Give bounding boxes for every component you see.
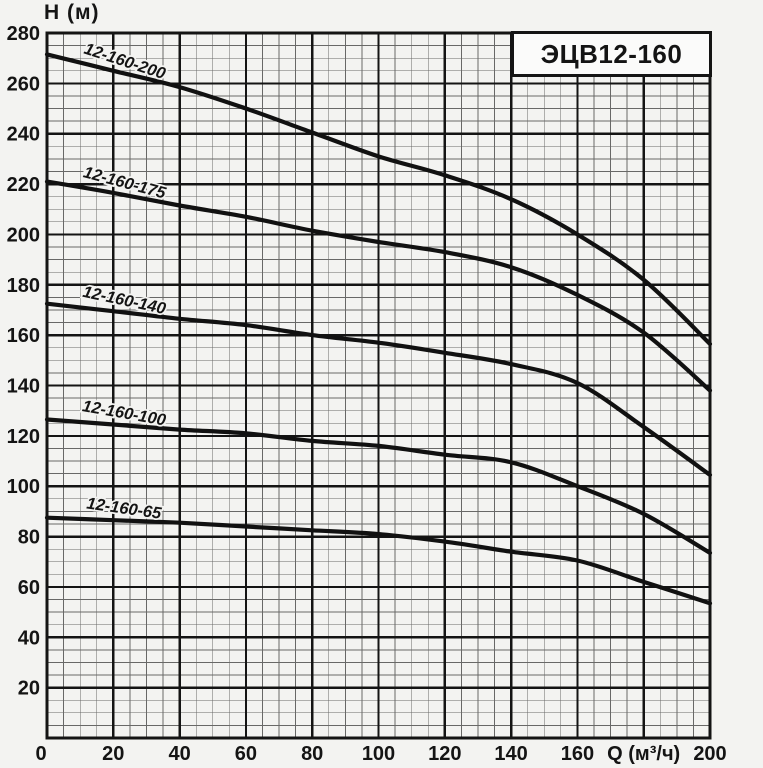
y-tick-20: 20 bbox=[18, 678, 40, 700]
x-tick-120: 120 bbox=[428, 743, 461, 765]
x-tick-40: 40 bbox=[168, 743, 190, 765]
curve-12-160-140 bbox=[44, 301, 713, 477]
x-tick-0: 0 bbox=[35, 743, 46, 765]
pump-model-box: ЭЦВ12-160 bbox=[511, 31, 712, 77]
y-tick-240: 240 bbox=[7, 124, 40, 146]
x-tick-20: 20 bbox=[102, 743, 124, 765]
x-tick-100: 100 bbox=[362, 743, 395, 765]
y-tick-80: 80 bbox=[18, 527, 40, 549]
x-tick-160: 160 bbox=[561, 743, 594, 765]
x-axis-title: Q (м³/ч) bbox=[607, 743, 680, 765]
y-axis-title: Н (м) bbox=[44, 1, 100, 24]
x-tick-80: 80 bbox=[301, 743, 323, 765]
curve-12-160-175 bbox=[44, 179, 713, 393]
y-tick-220: 220 bbox=[7, 174, 40, 196]
y-tick-140: 140 bbox=[7, 376, 40, 398]
x-tick-60: 60 bbox=[235, 743, 257, 765]
y-tick-120: 120 bbox=[7, 426, 40, 448]
grid-major bbox=[47, 33, 710, 738]
pump-model-label: ЭЦВ12-160 bbox=[540, 38, 683, 69]
y-tick-100: 100 bbox=[7, 476, 40, 498]
curve-12-160-65 bbox=[44, 515, 713, 606]
y-tick-280: 280 bbox=[7, 23, 40, 45]
x-tick-140: 140 bbox=[494, 743, 527, 765]
plot-border bbox=[45, 31, 712, 740]
curve-12-160-200 bbox=[44, 52, 713, 347]
x-tick-200: 200 bbox=[693, 743, 726, 765]
y-tick-180: 180 bbox=[7, 275, 40, 297]
curve-12-160-100 bbox=[44, 417, 713, 555]
y-tick-160: 160 bbox=[7, 325, 40, 347]
y-tick-200: 200 bbox=[7, 224, 40, 246]
y-tick-260: 260 bbox=[7, 73, 40, 95]
y-tick-40: 40 bbox=[18, 627, 40, 649]
y-tick-60: 60 bbox=[18, 577, 40, 599]
